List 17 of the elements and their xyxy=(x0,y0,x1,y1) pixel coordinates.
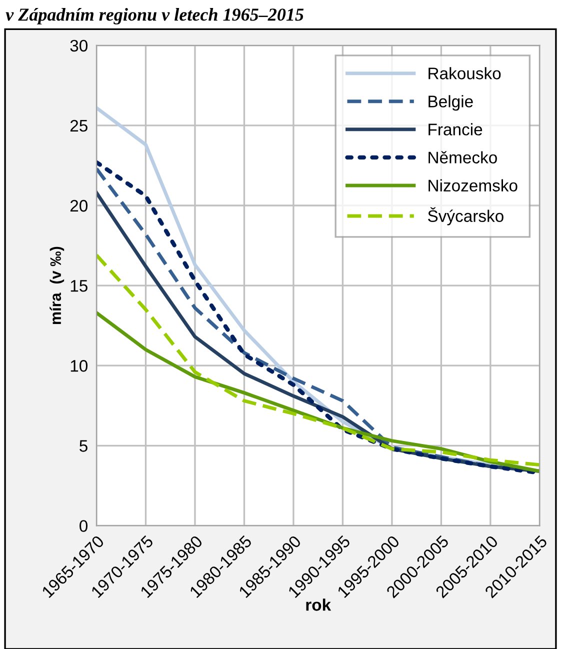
legend-label: Švýcarsko xyxy=(428,207,504,226)
y-tick-label: 5 xyxy=(80,440,88,452)
x-axis-title: rok xyxy=(306,598,332,611)
y-tick-label: 0 xyxy=(80,520,88,532)
legend-label: Belgie xyxy=(428,95,473,111)
y-tick-label: 25 xyxy=(70,120,88,132)
y-tick-label: 15 xyxy=(70,280,88,292)
y-tick-label: 10 xyxy=(70,360,88,372)
chart-title: v Západním regionu v letech 1965–2015 xyxy=(6,8,304,24)
y-axis-title: míra (v ‰) xyxy=(50,246,64,324)
legend-label: Nizozemsko xyxy=(428,179,518,192)
y-tick-label: 30 xyxy=(70,40,88,52)
legend-label: Francie xyxy=(428,123,482,136)
legend-label: Rakousko xyxy=(428,67,501,80)
legend-label: Německo xyxy=(428,151,497,164)
line-series xyxy=(96,253,540,467)
y-tick-label: 20 xyxy=(70,200,88,212)
